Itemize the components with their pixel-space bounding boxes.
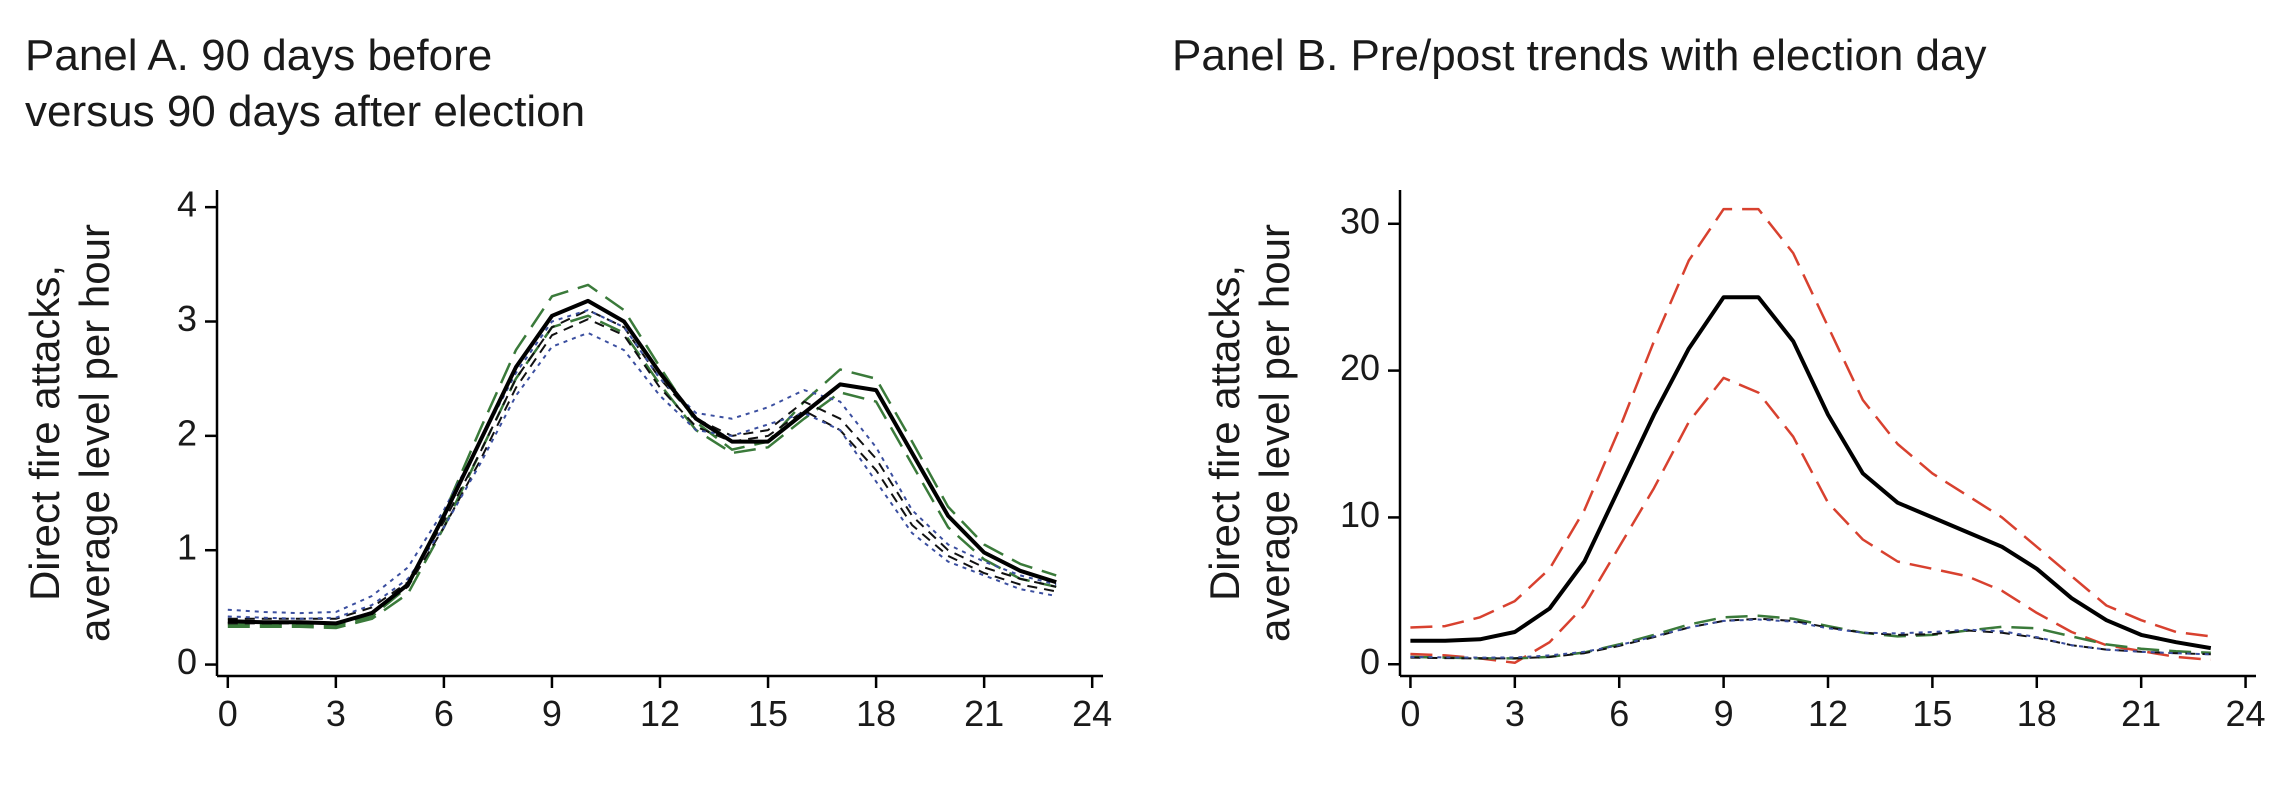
y-tick-label: 0 (177, 641, 197, 682)
panel-title: versus 90 days after election (25, 87, 585, 136)
x-tick-label: 6 (1609, 693, 1629, 734)
panel-title: Panel B. Pre/post trends with election d… (1172, 31, 1986, 80)
x-tick-label: 12 (1808, 693, 1848, 734)
y-axis-label: Direct fire attacks, (21, 265, 68, 601)
x-tick-label: 18 (856, 693, 896, 734)
x-tick-label: 21 (964, 693, 1004, 734)
series-line (1410, 207, 2211, 638)
y-tick-label: 10 (1340, 494, 1380, 535)
panel: Panel B. Pre/post trends with election d… (1172, 31, 2266, 734)
series-line (227, 298, 1057, 626)
x-tick-label: 15 (748, 693, 788, 734)
y-axis-label: Direct fire attacks, (1201, 265, 1248, 601)
x-tick-label: 24 (1072, 693, 1112, 734)
x-tick-label: 18 (2017, 693, 2057, 734)
series-line (227, 314, 1057, 630)
series-line (1410, 376, 2211, 665)
series-line (227, 309, 1057, 615)
x-tick-label: 9 (1714, 693, 1734, 734)
x-tick-label: 0 (1400, 693, 1420, 734)
series-line (227, 309, 1057, 620)
y-tick-label: 3 (177, 298, 197, 339)
x-tick-label: 6 (434, 693, 454, 734)
panel: Panel A. 90 days before versus 90 days af… (21, 31, 1112, 734)
y-tick-label: 4 (177, 184, 197, 225)
x-tick-label: 15 (1912, 693, 1952, 734)
y-tick-label: 30 (1340, 200, 1380, 241)
x-tick-label: 3 (1505, 693, 1525, 734)
y-axis-label: average level per hour (1251, 224, 1298, 642)
x-tick-label: 3 (326, 693, 346, 734)
y-tick-label: 0 (1360, 641, 1380, 682)
x-tick-label: 21 (2121, 693, 2161, 734)
y-tick-label: 20 (1340, 347, 1380, 388)
series-line (1410, 295, 2212, 651)
series-line (227, 283, 1057, 627)
panel-title: Panel A. 90 days before (25, 31, 492, 80)
x-tick-label: 9 (542, 693, 562, 734)
series-line (227, 318, 1057, 625)
x-tick-label: 12 (640, 693, 680, 734)
y-axis-label: average level per hour (71, 224, 118, 642)
y-tick-label: 1 (177, 527, 197, 568)
x-tick-label: 24 (2226, 693, 2266, 734)
x-tick-label: 0 (218, 693, 238, 734)
series-line (1410, 614, 2211, 660)
series-line (227, 331, 1057, 620)
y-tick-label: 2 (177, 412, 197, 453)
